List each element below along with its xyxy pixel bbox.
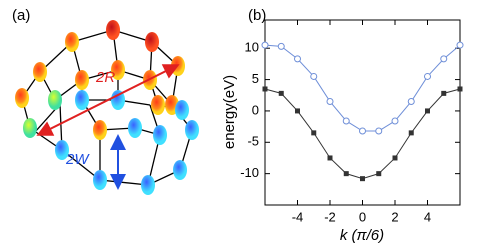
atom [175,100,189,120]
x-tick-label: 2 [391,209,398,224]
data-point [310,72,318,80]
data-point [295,108,300,114]
data-point [457,86,463,92]
radius-label: 2R [95,69,115,86]
diameter-arrow [36,64,180,136]
data-point [376,171,382,177]
x-tick-label: -2 [324,209,336,224]
x-tick-label: 4 [424,209,431,224]
chart-title: (b) [248,7,266,24]
y-tick-label: 10 [245,40,259,55]
data-point [311,130,317,136]
data-point [261,41,269,49]
data-point [456,41,464,49]
data-point [278,90,284,96]
atom [185,120,199,140]
x-axis-label: k (π/6) [340,227,384,244]
data-point [294,55,301,63]
data-point [440,55,448,63]
data-point [360,176,365,182]
data-point [408,130,414,136]
atom [33,62,47,82]
atom [65,32,79,52]
data-point [392,155,398,161]
y-axis-label: energy(eV) [221,75,238,149]
data-point [424,72,431,80]
data-point [342,117,350,125]
atom [145,32,159,52]
atom [48,90,62,110]
atom [75,90,89,110]
data-point [359,127,366,135]
panel-label: (a) [12,7,30,24]
atom [141,175,155,195]
data-point [326,98,334,106]
atom [55,140,69,160]
y-tick-label: -5 [247,134,259,149]
atom [173,160,187,180]
data-point [262,86,268,92]
atom [93,120,107,140]
y-tick-label: -10 [240,165,259,180]
atom [171,56,185,76]
atom [75,70,89,90]
y-tick-label: 0 [252,102,259,117]
x-tick-label: 0 [359,209,366,224]
data-point [425,108,430,114]
atom [151,95,165,115]
atom [106,20,120,40]
data-point [343,171,349,177]
atom [153,125,167,145]
atom [23,118,37,138]
data-point [375,127,383,135]
data-point [391,117,399,125]
atoms [15,20,199,195]
data-point [277,42,285,50]
y-tick-label: 5 [252,71,259,86]
data-point [327,155,333,161]
atom [128,118,142,138]
data-point [407,98,415,106]
x-tick-label: -4 [292,209,304,224]
atom [15,88,29,108]
atom [93,170,107,190]
band-chart: (b) k (π/6) energy(eV) -4 -2 0 2 4 -10 -5 0 5 10 [221,7,464,244]
data-point [441,90,447,96]
width-label: 2W [65,151,90,168]
nanotube-diagram: (a) 2R 2W [12,7,199,195]
